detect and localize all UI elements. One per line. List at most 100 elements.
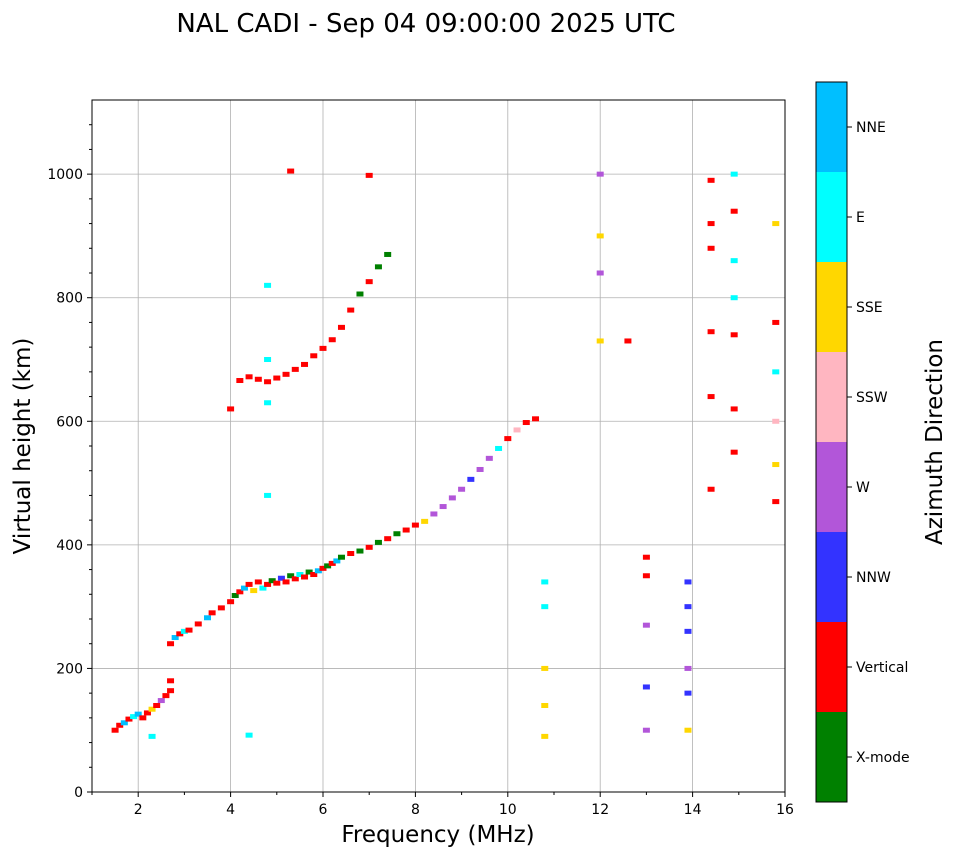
echo-point bbox=[157, 698, 165, 704]
echo-point bbox=[596, 171, 604, 177]
echo-point bbox=[296, 572, 304, 578]
echo-point bbox=[707, 245, 715, 251]
echo-point bbox=[227, 599, 235, 605]
echo-point bbox=[684, 579, 692, 585]
data-points bbox=[111, 168, 780, 739]
echo-point bbox=[642, 684, 650, 690]
echo-point bbox=[148, 733, 156, 739]
plot-frame bbox=[91, 99, 786, 793]
echo-point bbox=[411, 522, 419, 528]
echo-point bbox=[476, 466, 484, 472]
echo-point bbox=[365, 544, 373, 550]
echo-point bbox=[236, 378, 244, 384]
y-tick-label: 1000 bbox=[47, 167, 83, 183]
echo-point bbox=[125, 716, 133, 722]
echo-point bbox=[301, 574, 309, 580]
echo-point bbox=[333, 558, 341, 564]
echo-point bbox=[374, 264, 382, 270]
echo-point bbox=[245, 581, 253, 587]
echo-point bbox=[402, 527, 410, 533]
y-tick-label: 400 bbox=[56, 538, 83, 554]
echo-point bbox=[365, 279, 373, 285]
echo-point bbox=[162, 693, 170, 699]
echo-point bbox=[194, 621, 202, 627]
echo-point bbox=[439, 504, 447, 510]
x-axis-label: Frequency (MHz) bbox=[341, 822, 534, 848]
echo-point bbox=[328, 560, 336, 566]
echo-point bbox=[365, 172, 373, 178]
echo-point bbox=[217, 605, 225, 611]
echo-point bbox=[504, 436, 512, 442]
echo-point bbox=[684, 665, 692, 671]
echo-point bbox=[596, 270, 604, 276]
x-tick-label: 4 bbox=[226, 802, 235, 818]
echo-point bbox=[347, 551, 355, 557]
echo-point bbox=[337, 554, 345, 560]
echo-point bbox=[347, 307, 355, 313]
echo-point bbox=[384, 251, 392, 257]
colorbar-tick-label: W bbox=[856, 480, 870, 496]
echo-point bbox=[356, 291, 364, 297]
echo-point bbox=[684, 604, 692, 610]
y-tick-label: 600 bbox=[56, 414, 83, 430]
echo-point bbox=[684, 727, 692, 733]
echo-point bbox=[130, 714, 138, 720]
echo-point bbox=[305, 569, 313, 575]
echo-point bbox=[707, 486, 715, 492]
echo-point bbox=[167, 641, 175, 647]
echo-point bbox=[264, 282, 272, 288]
echo-point bbox=[236, 589, 244, 595]
echo-point bbox=[301, 361, 309, 367]
echo-point bbox=[268, 578, 276, 584]
echo-point bbox=[282, 371, 290, 377]
echo-point bbox=[730, 208, 738, 214]
echo-point bbox=[374, 539, 382, 545]
colorbar-segment bbox=[816, 352, 847, 442]
colorbar-tick-label: NNW bbox=[856, 570, 891, 586]
colorbar-segment bbox=[816, 442, 847, 532]
echo-point bbox=[254, 376, 262, 382]
echo-point bbox=[730, 295, 738, 301]
echo-point bbox=[273, 580, 281, 586]
echo-point bbox=[707, 394, 715, 400]
colorbar-label: Azimuth Direction bbox=[922, 339, 948, 545]
echo-point bbox=[513, 427, 521, 433]
colorbar-frame bbox=[815, 81, 848, 803]
echo-point bbox=[180, 628, 188, 634]
y-tick-label: 200 bbox=[56, 661, 83, 677]
echo-point bbox=[245, 732, 253, 738]
echo-point bbox=[277, 575, 285, 581]
axes-ticks: 2 4 6 8 10 12 14 16 0 200 400 600 800 1000 bbox=[47, 124, 794, 818]
echo-point bbox=[772, 319, 780, 325]
colorbar-segment bbox=[816, 262, 847, 352]
echo-point bbox=[167, 688, 175, 694]
echo-point bbox=[328, 337, 336, 343]
echo-point bbox=[264, 357, 272, 362]
colorbar-tick-label: Vertical bbox=[856, 660, 908, 676]
echo-point bbox=[245, 374, 253, 380]
colorbar-tick-label: X-mode bbox=[856, 750, 910, 766]
colorbar-tick-label: SSE bbox=[856, 300, 883, 316]
x-tick-label: 6 bbox=[319, 802, 328, 818]
echo-point bbox=[250, 588, 258, 594]
echo-point bbox=[134, 711, 142, 717]
echo-point bbox=[458, 486, 466, 492]
colorbar-tick-label: E bbox=[856, 210, 865, 226]
echo-point bbox=[287, 168, 295, 174]
colorbar-segment bbox=[816, 532, 847, 622]
echo-point bbox=[624, 338, 632, 344]
echo-point bbox=[254, 579, 262, 585]
echo-point bbox=[772, 499, 780, 505]
echo-point bbox=[291, 576, 299, 582]
echo-point bbox=[153, 703, 161, 708]
colorbar: X-mode Vertical NNW W SSW SSE E NNE bbox=[816, 82, 910, 802]
echo-point bbox=[448, 495, 456, 501]
echo-point bbox=[171, 635, 179, 641]
y-tick-label: 800 bbox=[56, 291, 83, 307]
echo-point bbox=[167, 678, 175, 684]
echo-point bbox=[120, 720, 128, 726]
echo-point bbox=[310, 572, 318, 578]
echo-point bbox=[319, 565, 327, 571]
echo-point bbox=[291, 366, 299, 372]
